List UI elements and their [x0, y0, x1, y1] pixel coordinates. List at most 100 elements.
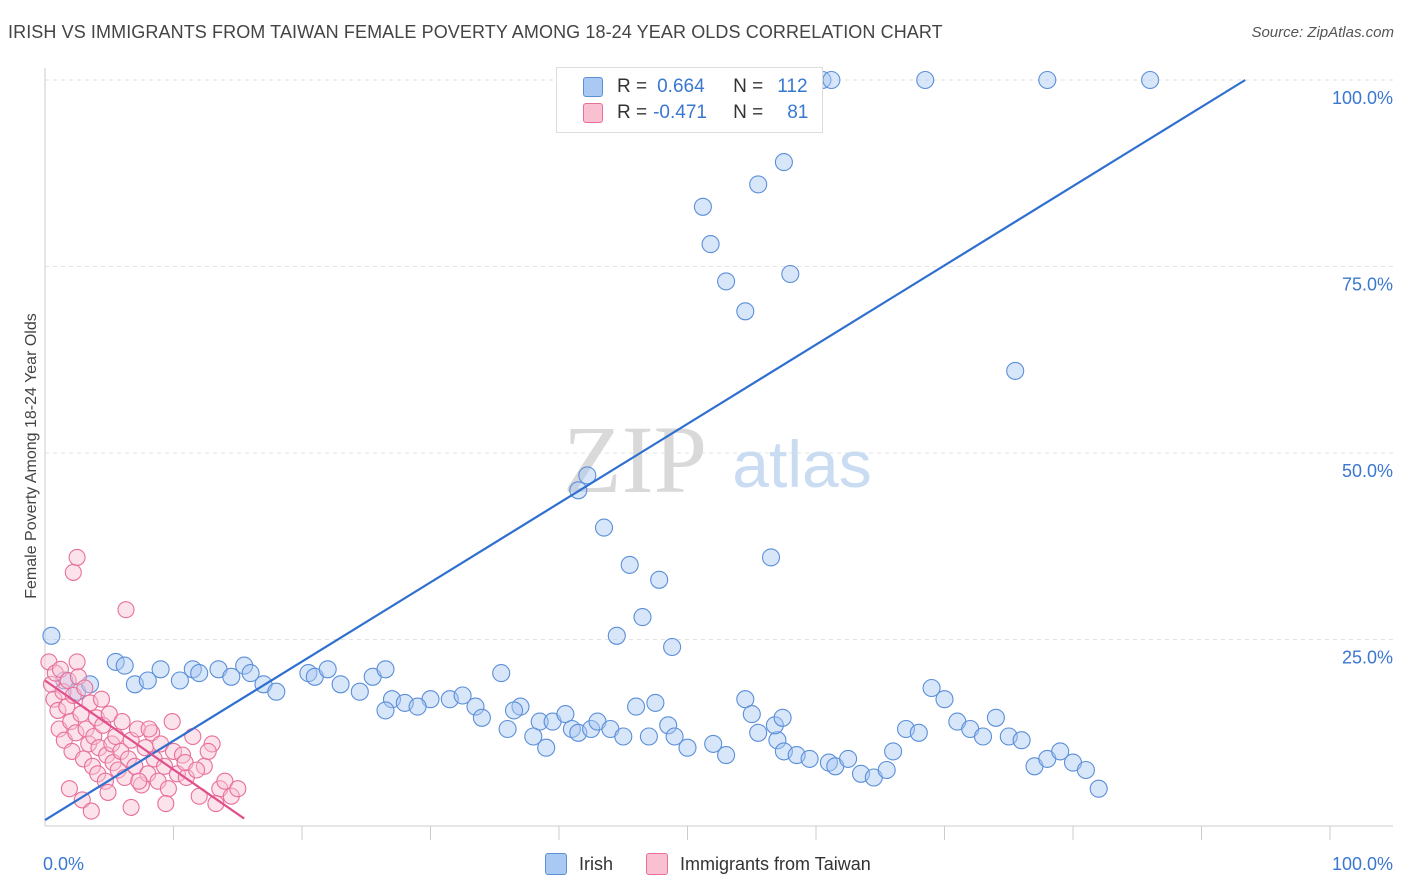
legend-n-label: N =: [733, 76, 764, 97]
taiwan-point: [130, 772, 148, 790]
irish-point: [935, 690, 954, 709]
irish-point: [620, 555, 639, 574]
irish-point: [504, 701, 524, 720]
legend-item-taiwan[interactable]: Immigrants from Taiwan: [646, 853, 871, 875]
taiwan-point: [100, 705, 118, 723]
irish-point: [693, 197, 712, 216]
legend-r-label: R =: [617, 102, 648, 123]
irish-point: [704, 734, 723, 753]
irish-point: [472, 708, 491, 727]
irish-point: [556, 705, 575, 724]
source-label: Source: ZipAtlas.com: [1251, 24, 1394, 41]
series-legend: Irish Immigrants from Taiwan: [0, 853, 1406, 877]
irish-point: [736, 302, 755, 321]
taiwan-point: [92, 690, 111, 708]
y-axis-label: Female Poverty Among 18-24 Year Olds: [23, 313, 40, 599]
taiwan-point: [128, 720, 147, 738]
legend-swatch-taiwan: [646, 853, 668, 875]
irish-point: [659, 716, 678, 735]
y-tick-label: 75.0%: [1342, 275, 1393, 295]
irish-point: [151, 660, 170, 679]
irish-point: [530, 712, 549, 731]
grid-lines: [45, 79, 1393, 640]
taiwan-point: [157, 795, 175, 813]
legend-r-value: -0.471: [653, 102, 707, 123]
taiwan-point: [68, 548, 86, 566]
irish-point: [663, 637, 682, 657]
irish-point: [331, 675, 350, 694]
legend-n-value: 112: [777, 76, 808, 97]
irish-point: [241, 664, 260, 683]
irish-point: [607, 626, 626, 645]
irish-point: [1006, 361, 1025, 380]
irish-point: [453, 686, 472, 705]
irish-point: [822, 70, 841, 90]
irish-point: [717, 272, 736, 291]
taiwan-point: [64, 563, 82, 581]
irish-point: [973, 727, 993, 746]
taiwan-point: [184, 727, 202, 746]
taiwan-point: [163, 713, 181, 731]
tick-labels: 25.0% 50.0% 75.0% 100.0% 0.0% 100.0%: [43, 88, 1393, 874]
irish-point: [170, 671, 189, 690]
irish-point: [916, 70, 935, 90]
irish-point: [408, 697, 427, 716]
y-tick-label: 25.0%: [1342, 648, 1393, 668]
legend-swatch-irish: [545, 853, 567, 875]
irish-point: [115, 656, 134, 675]
taiwan-point: [82, 802, 100, 820]
irish-point: [633, 608, 652, 627]
irish-point: [1089, 779, 1108, 798]
irish-point: [614, 727, 633, 746]
y-tick-label: 50.0%: [1342, 461, 1393, 481]
legend-r-label: R =: [617, 76, 648, 97]
irish-point: [736, 690, 755, 709]
irish-point: [665, 727, 684, 746]
taiwan-point: [155, 757, 174, 775]
irish-point: [749, 175, 768, 194]
taiwan-point: [49, 701, 67, 719]
taiwan-point: [76, 679, 94, 697]
irish-point: [267, 682, 286, 701]
taiwan-point: [68, 653, 86, 671]
taiwan-point: [229, 780, 247, 798]
irish-point: [639, 727, 658, 746]
taiwan-point: [216, 772, 234, 790]
irish-point: [646, 693, 665, 712]
taiwan-point: [117, 601, 135, 619]
taiwan-point: [188, 761, 206, 779]
irish-point: [701, 235, 720, 254]
irish-point: [839, 749, 858, 768]
legend-swatch-irish: [583, 77, 603, 97]
irish-point: [909, 723, 928, 742]
taiwan-point: [113, 713, 131, 731]
irish-point: [318, 660, 337, 679]
legend-row-taiwan: R = -0.471 N = 81: [583, 100, 808, 126]
irish-point: [537, 738, 556, 757]
legend-item-irish[interactable]: Irish: [545, 853, 613, 875]
irish-point: [717, 746, 736, 765]
legend-label-taiwan: Immigrants from Taiwan: [680, 853, 871, 874]
irish-point: [773, 708, 792, 727]
irish-point: [466, 697, 485, 716]
irish-point: [376, 701, 395, 720]
legend-r-value: 0.664: [657, 76, 705, 97]
taiwan-point: [67, 724, 85, 742]
watermark-zip: ZIP: [563, 406, 707, 513]
irish-point: [578, 466, 597, 485]
irish-point: [877, 760, 896, 780]
axes: [44, 68, 1393, 840]
legend-n-value: 81: [787, 102, 809, 123]
irish-trend-line: [44, 79, 1246, 821]
legend-label-irish: Irish: [579, 853, 614, 874]
taiwan-point: [107, 727, 125, 746]
irish-point: [800, 749, 819, 768]
irish-point: [594, 518, 614, 537]
irish-point: [650, 570, 669, 589]
taiwan-point: [73, 791, 91, 809]
series-taiwan: [40, 548, 247, 820]
irish-point: [768, 731, 787, 750]
x-tick-label-min: 0.0%: [43, 854, 84, 874]
irish-point: [42, 626, 61, 645]
taiwan-trend-line: [44, 679, 245, 820]
